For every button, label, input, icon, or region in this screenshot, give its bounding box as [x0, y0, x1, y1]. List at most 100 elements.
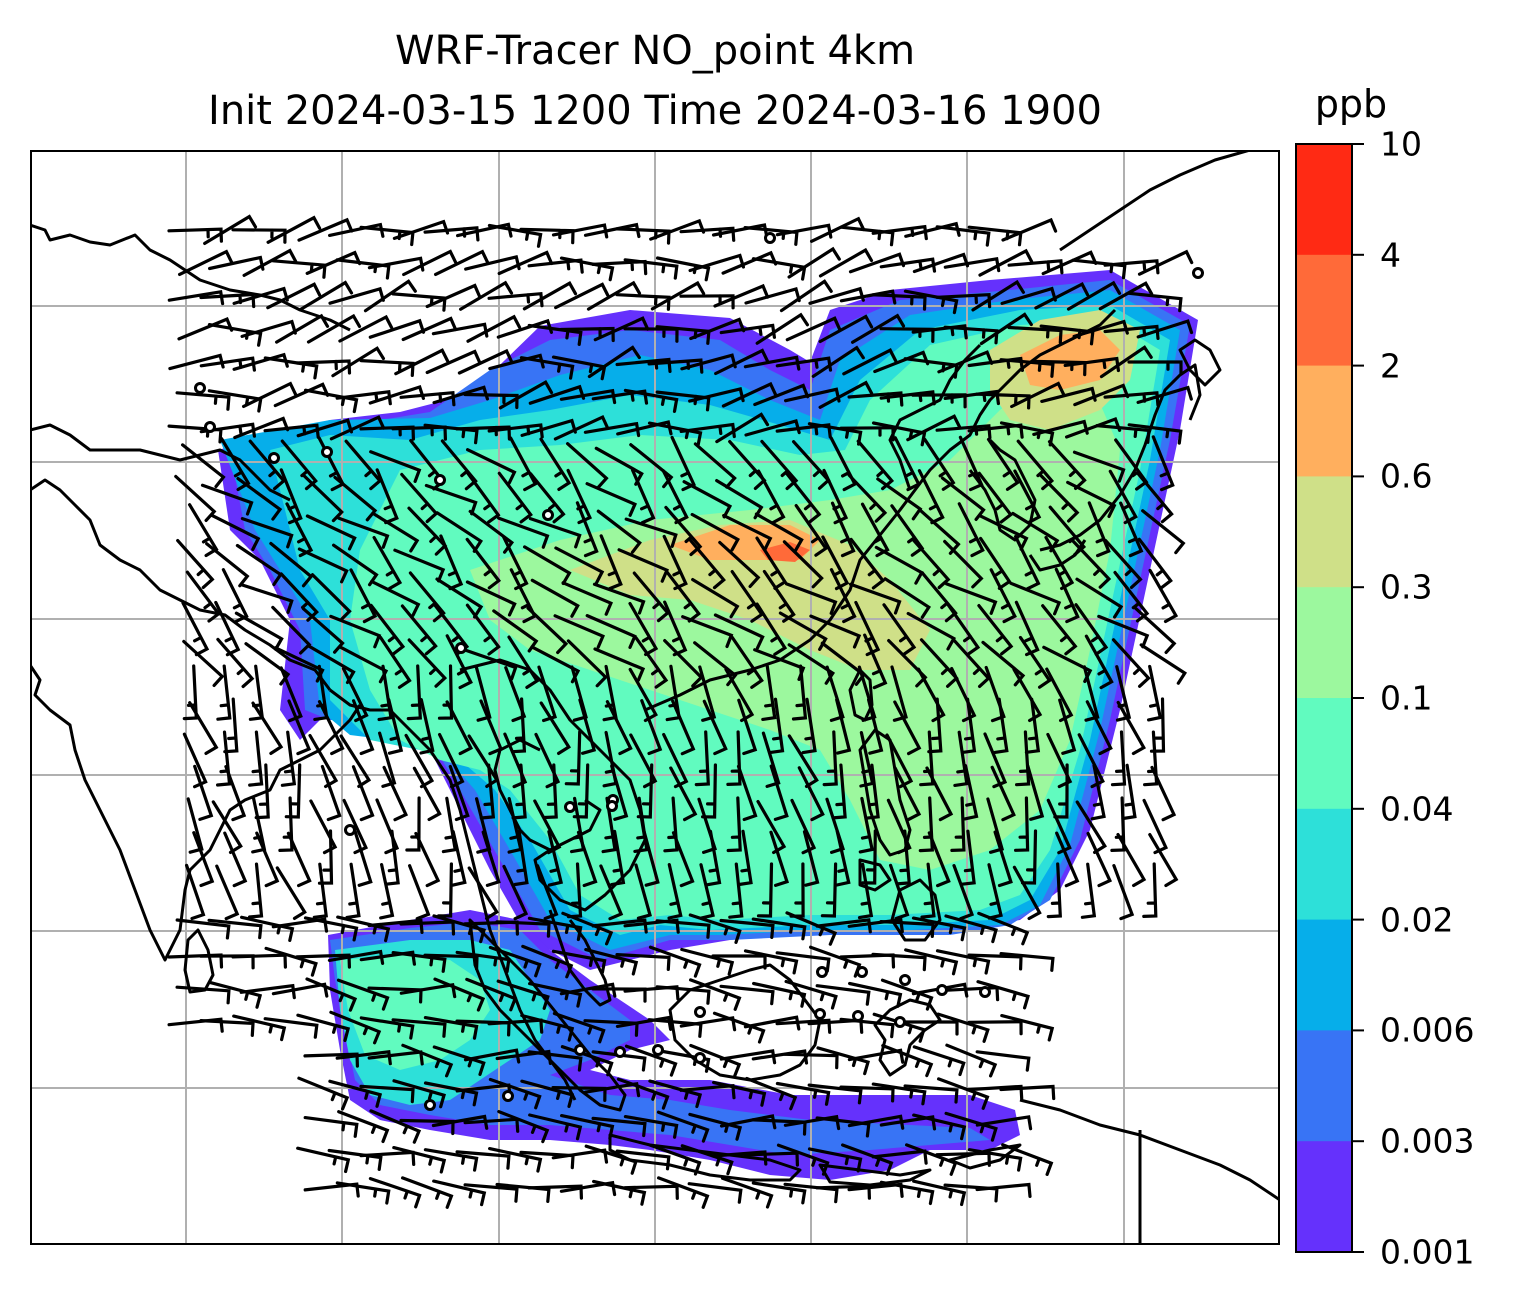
wind-barb	[953, 730, 969, 787]
wind-barb	[236, 477, 283, 521]
wind-barb	[448, 764, 470, 822]
wind-barb	[785, 582, 838, 615]
wind-barb	[488, 945, 542, 978]
wind-barb	[497, 471, 533, 524]
wind-barb	[721, 250, 778, 275]
wind-barb	[216, 637, 255, 689]
wind-barb	[610, 764, 629, 821]
wind-barb	[539, 701, 572, 755]
wind-barb	[1111, 638, 1151, 688]
wind-barb	[623, 388, 679, 413]
wind-barb	[944, 914, 998, 944]
colorbar-tick-label: 4	[1380, 235, 1401, 275]
wind-barb	[391, 1018, 447, 1038]
wind-barb	[943, 325, 999, 345]
wind-barb	[188, 503, 219, 558]
wind-barb	[349, 568, 378, 624]
wind-barb	[999, 952, 1055, 972]
wind-barb	[1071, 539, 1112, 589]
calm-wind-circle	[502, 1090, 514, 1102]
wind-barb	[631, 468, 656, 525]
wind-barb	[459, 280, 514, 311]
wind-barb	[451, 830, 467, 887]
wind-barb	[911, 916, 967, 942]
wind-barb	[185, 863, 206, 921]
wind-barb	[465, 977, 518, 1012]
wind-barb	[737, 698, 758, 756]
wind-barb	[182, 732, 208, 789]
wind-barb	[392, 1146, 447, 1174]
wind-barb	[671, 831, 695, 888]
wind-barb	[1066, 480, 1117, 518]
wind-barb	[463, 392, 519, 410]
wind-barb	[328, 286, 385, 305]
wind-barb	[1046, 732, 1073, 789]
wind-barb	[280, 439, 318, 491]
wind-barb	[336, 978, 390, 1011]
colorbar-segment	[1296, 698, 1352, 810]
wind-barb	[893, 436, 921, 492]
wind-barb	[679, 1016, 737, 1032]
wind-barb	[273, 382, 330, 408]
wind-barb	[712, 1080, 767, 1107]
calm-wind-circle	[564, 801, 576, 813]
wind-barb	[682, 480, 733, 519]
wind-barb	[344, 439, 383, 491]
wind-barb	[847, 917, 904, 934]
wind-barb	[368, 1177, 422, 1209]
calm-wind-circle	[899, 974, 911, 986]
wind-barb	[623, 1115, 679, 1139]
wind-barb	[406, 664, 422, 721]
calm-wind-circle	[894, 1016, 906, 1028]
wind-barb	[655, 985, 711, 1005]
coastline-india	[30, 664, 362, 962]
wind-barb	[779, 279, 833, 313]
wind-barb	[510, 697, 527, 754]
wind-barb	[851, 313, 906, 344]
wind-barb	[669, 766, 698, 822]
colorbar	[1295, 143, 1364, 1253]
wind-barb	[615, 1149, 671, 1171]
wind-barb	[886, 798, 912, 855]
wind-barb	[310, 573, 352, 622]
wind-barb	[615, 1015, 673, 1031]
wind-barb	[527, 323, 583, 346]
wind-barb	[629, 443, 674, 489]
wind-barb	[455, 950, 511, 974]
wind-barb	[1112, 864, 1135, 921]
wind-barb	[842, 348, 898, 376]
wind-barb	[722, 513, 773, 551]
wind-barb	[1148, 833, 1179, 888]
wind-barb	[835, 698, 852, 755]
wind-barb	[432, 914, 486, 944]
wind-barb	[879, 1115, 937, 1131]
wind-barb	[721, 381, 778, 408]
wind-barb	[935, 225, 991, 247]
wind-barb	[231, 228, 287, 244]
wind-barb	[423, 423, 479, 445]
wind-barb	[599, 534, 623, 591]
wind-barb	[401, 1176, 454, 1209]
wind-barb	[655, 919, 711, 939]
wind-barb	[864, 763, 880, 820]
wind-barb	[208, 980, 263, 1009]
wind-barb	[794, 504, 829, 557]
wind-barb	[751, 1181, 807, 1205]
wind-barb	[199, 422, 256, 438]
wind-barb	[785, 911, 838, 946]
wind-barb	[670, 435, 697, 492]
colorbar-segment	[1296, 365, 1352, 477]
wind-barb	[952, 864, 975, 921]
wind-barb	[778, 611, 828, 651]
wind-barb	[978, 514, 1029, 551]
wind-barb	[1000, 1014, 1055, 1042]
wind-barb	[296, 418, 353, 438]
wind-barb	[585, 482, 638, 517]
wind-barb	[254, 763, 270, 820]
coastline-visayas	[858, 858, 892, 892]
calm-wind-circle	[936, 984, 948, 996]
coastline-gulf-thailand	[493, 738, 551, 852]
wind-barb	[502, 864, 529, 921]
wind-barb	[715, 412, 770, 444]
wind-barb	[329, 1010, 382, 1045]
